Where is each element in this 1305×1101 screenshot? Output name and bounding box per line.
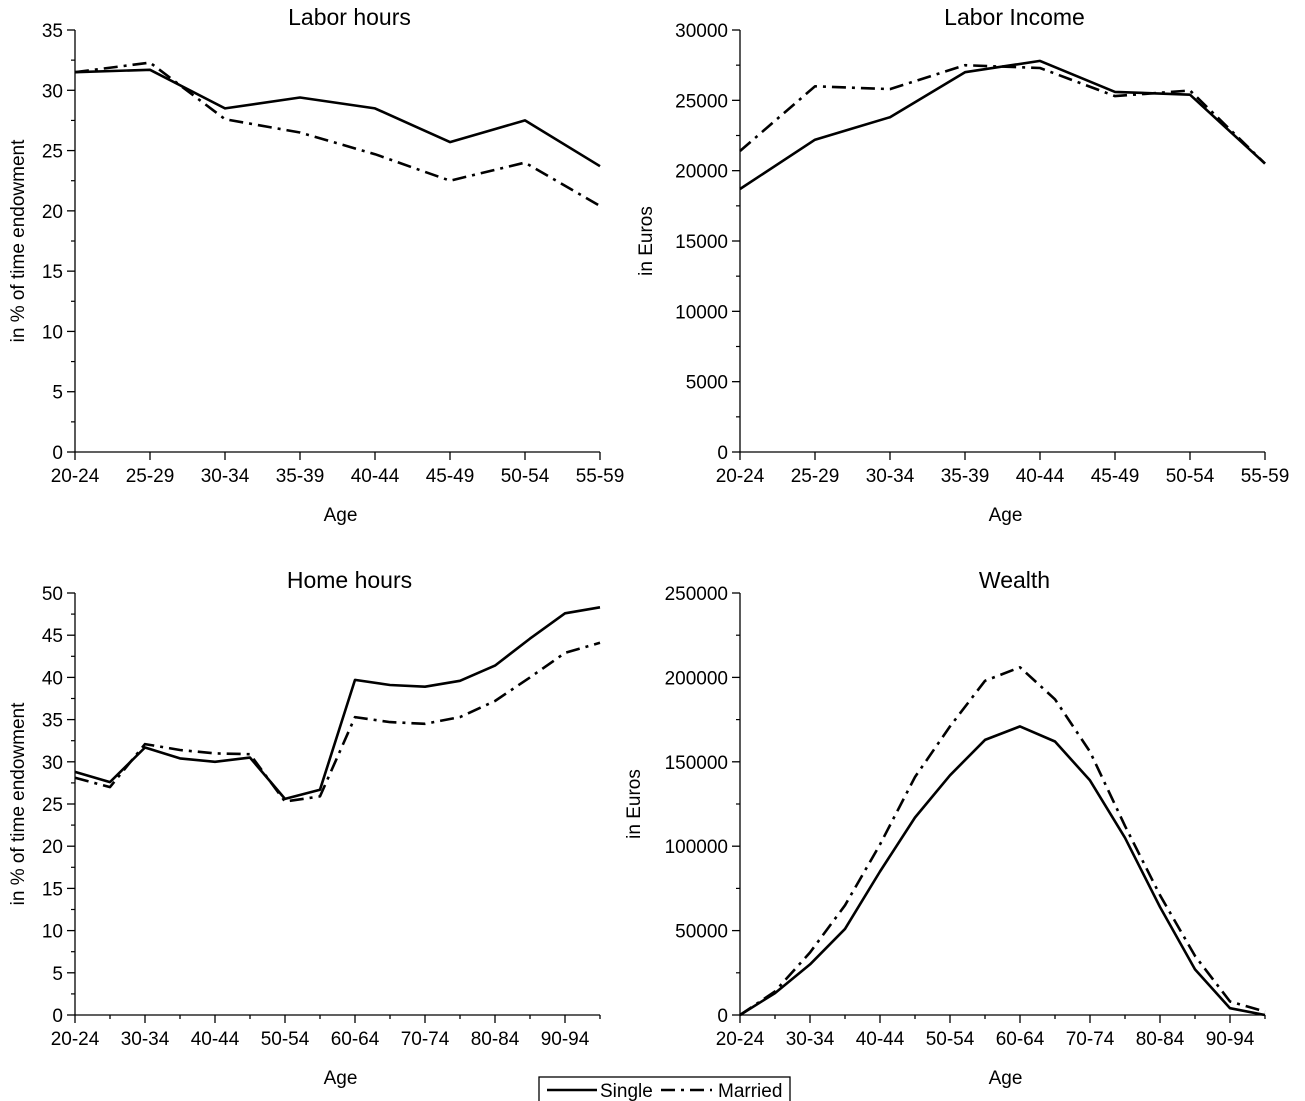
labor-income-y-tick-label: 30000 [675,21,728,42]
labor-hours-x-tick-label: 25-29 [126,466,175,487]
wealth-y-tick-label: 50000 [675,922,728,943]
home-hours-y-tick-label: 30 [42,753,63,774]
home-hours-y-tick-label: 20 [42,837,63,858]
labor-hours-y-tick-label: 20 [42,202,63,223]
labor-hours-x-tick-label: 35-39 [276,466,325,487]
labor-hours-x-tick-label: 55-59 [576,466,625,487]
home-hours-x-tick-label: 20-24 [51,1029,100,1050]
home-hours-x-tick-label: 30-34 [121,1029,170,1050]
home-hours-y-axis-label: in % of time endowment [8,702,29,905]
home-hours-y-tick-label: 35 [42,711,63,732]
wealth-chart: 0 50000 100000 150000 200000 250000 20-24 30-34… [624,567,1266,1089]
home-hours-series-single [74,606,601,801]
home-hours-x-tick-label: 60-64 [331,1029,380,1050]
wealth-x-tick-label: 90-94 [1206,1029,1255,1050]
labor-income-y-tick-label: 20000 [675,162,728,183]
legend-label-married: Married [718,1081,782,1101]
wealth-x-tick-label: 30-34 [786,1029,835,1050]
wealth-x-tick-label: 60-64 [996,1029,1045,1050]
labor-income-y-tick-label: 10000 [675,302,728,323]
home-hours-x-tick-label: 50-54 [261,1029,310,1050]
labor-income-x-tick-label: 45-49 [1091,466,1140,487]
home-hours-y-tick-label: 45 [42,626,63,647]
wealth-x-tick-label: 80-84 [1136,1029,1185,1050]
labor-income-x-tick-label: 35-39 [941,466,990,487]
wealth-y-axis-label: in Euros [624,769,645,839]
home-hours-title: Home hours [287,567,412,593]
labor-income-y-tick-label: 0 [717,443,728,464]
home-hours-y-tick-label: 15 [42,879,63,900]
wealth-y-tick-label: 0 [717,1006,728,1027]
labor-income-chart: 0 5000 10000 15000 20000 25000 30000 20-24 25-29… [636,4,1289,526]
labor-income-x-tick-label: 25-29 [791,466,840,487]
home-hours-x-tick-label: 40-44 [191,1029,240,1050]
labor-income-y-axis-label: in Euros [636,206,657,276]
labor-hours-x-tick-label: 30-34 [201,466,250,487]
wealth-title: Wealth [979,567,1050,593]
labor-income-x-tick-label: 20-24 [716,466,765,487]
home-hours-x-tick-label: 90-94 [541,1029,590,1050]
wealth-series-single [739,725,1266,1017]
labor-income-x-tick-label: 40-44 [1016,466,1065,487]
labor-hours-y-tick-label: 10 [42,322,63,343]
home-hours-x-tick-label: 70-74 [401,1029,450,1050]
home-hours-y-tick-label: 10 [42,922,63,943]
labor-hours-x-tick-label: 20-24 [51,466,100,487]
labor-hours-chart: 0 5 10 15 20 25 30 35 20-24 25-29 30-34 35-39 40-44 4… [8,4,624,526]
labor-hours-y-tick-label: 30 [42,81,63,102]
labor-hours-x-tick-label: 50-54 [501,466,550,487]
home-hours-x-axis-label: Age [324,1068,358,1089]
labor-hours-y-tick-label: 5 [52,383,63,404]
labor-income-y-tick-label: 5000 [686,373,728,394]
wealth-y-tick-label: 250000 [665,584,728,605]
labor-income-x-tick-label: 50-54 [1166,466,1215,487]
wealth-y-tick-label: 100000 [665,837,728,858]
wealth-x-tick-label: 70-74 [1066,1029,1115,1050]
labor-hours-series-single [74,68,601,168]
labor-hours-x-tick-label: 45-49 [426,466,475,487]
home-hours-y-tick-label: 0 [52,1006,63,1027]
wealth-x-tick-label: 20-24 [716,1029,765,1050]
labor-income-x-tick-label: 30-34 [866,466,915,487]
wealth-y-tick-label: 150000 [665,753,728,774]
labor-hours-y-tick-label: 15 [42,262,63,283]
labor-hours-y-tick-label: 0 [52,443,63,464]
wealth-y-tick-label: 200000 [665,668,728,689]
home-hours-x-tick-label: 80-84 [471,1029,520,1050]
home-hours-y-tick-label: 5 [52,964,63,985]
labor-income-series-single [739,59,1266,191]
home-hours-y-tick-label: 40 [42,668,63,689]
labor-income-series-married [739,63,1266,165]
wealth-x-tick-label: 50-54 [926,1029,975,1050]
labor-hours-x-tick-label: 40-44 [351,466,400,487]
wealth-x-tick-label: 40-44 [856,1029,905,1050]
labor-hours-series-married [74,61,601,208]
home-hours-y-tick-label: 50 [42,584,63,605]
labor-hours-x-axis-label: Age [324,505,358,526]
labor-hours-title: Labor hours [288,4,411,30]
labor-income-y-tick-label: 25000 [675,91,728,112]
labor-income-x-tick-label: 55-59 [1241,466,1290,487]
home-hours-series-married [74,641,601,803]
legend-label-single: Single [600,1081,653,1101]
labor-income-title: Labor Income [944,4,1085,30]
labor-income-y-tick-label: 15000 [675,232,728,253]
labor-hours-y-axis-label: in % of time endowment [8,139,29,342]
home-hours-y-tick-label: 25 [42,795,63,816]
labor-hours-y-tick-label: 35 [42,21,63,42]
wealth-x-axis-label: Age [989,1068,1023,1089]
labor-income-x-axis-label: Age [989,505,1023,526]
legend: Single Married [538,1076,791,1101]
wealth-series-married [739,665,1266,1017]
home-hours-chart: 0 5 10 15 20 25 30 35 40 45 50 20-24 30-34 40-44 50-54… [8,567,601,1089]
labor-hours-y-tick-label: 25 [42,142,63,163]
